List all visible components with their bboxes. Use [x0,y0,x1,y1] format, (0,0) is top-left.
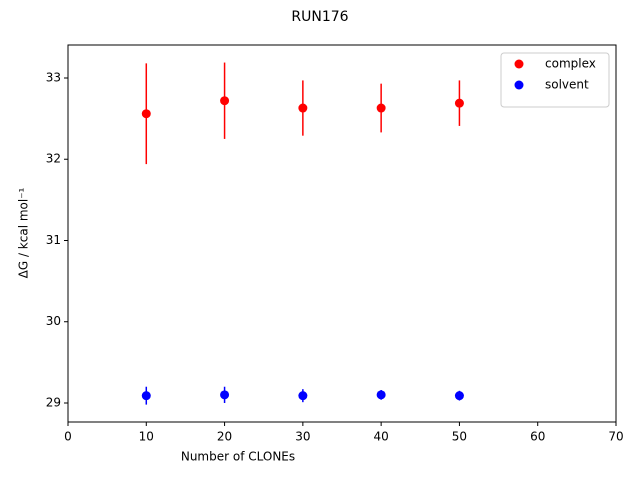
y-tick-label: 30 [46,314,61,328]
y-axis-label: ΔG / kcal mol⁻¹ [17,187,31,278]
chart-title: RUN176 [291,9,348,25]
point [454,98,464,108]
x-tick-label: 20 [217,430,232,444]
x-tick-label: 50 [452,430,467,444]
x-tick-label: 30 [295,430,310,444]
y-tick-label: 31 [46,233,61,247]
x-tick-label: 70 [608,430,623,444]
point [141,391,151,401]
point [454,391,464,401]
y-tick-label: 32 [46,152,61,166]
legend-label: complex [545,57,596,71]
point [298,391,308,401]
x-tick-label: 0 [64,430,72,444]
point [376,390,386,400]
point [220,390,230,400]
legend-label: solvent [545,78,589,92]
y-tick-label: 33 [46,70,61,84]
x-axis-label: Number of CLONEs [181,450,295,464]
x-tick-label: 60 [530,430,545,444]
legend-box [500,52,610,108]
point [220,96,230,106]
x-tick-label: 40 [374,430,389,444]
point [376,103,386,113]
point [298,103,308,113]
x-tick-label: 10 [139,430,154,444]
point [141,109,151,119]
axes-frame [67,44,617,423]
y-tick-label: 29 [46,395,61,409]
legend-marker [514,59,524,69]
legend-marker [514,80,524,90]
